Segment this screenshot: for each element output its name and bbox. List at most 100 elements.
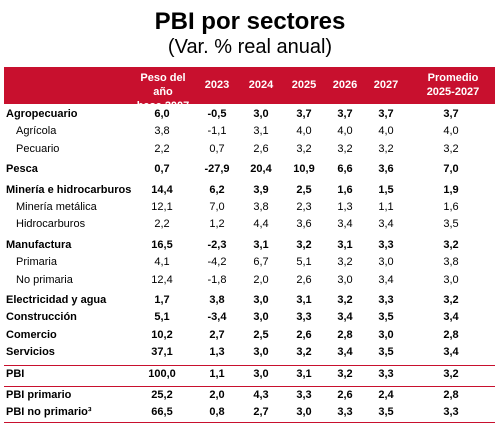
row-2024: 2,5 <box>253 328 269 341</box>
row-2027: 3,3 <box>378 293 394 306</box>
row-2026: 3,4 <box>337 311 353 324</box>
row-2024: 3,0 <box>253 346 269 359</box>
table-row: PBI no primario³ 66,5 0,8 2,7 3,0 3,3 3,… <box>4 404 495 421</box>
row-2026: 1,6 <box>337 183 353 196</box>
row-2024: 3,0 <box>253 293 269 306</box>
row-average: 3,7 <box>443 108 459 120</box>
row-weight: 6,0 <box>154 108 170 120</box>
row-label: Servicios <box>6 346 55 359</box>
table-row: Minería e hidrocarburos 14,4 6,2 3,9 2,5… <box>4 182 495 199</box>
table-header: Peso del año base 2007 2023 2024 2025 20… <box>4 67 495 112</box>
row-2023: -2,3 <box>207 238 227 251</box>
row-label: Manufactura <box>6 238 72 251</box>
row-weight: 66,5 <box>151 406 173 419</box>
table-row: Electricidad y agua 1,7 3,8 3,0 3,1 3,2 … <box>4 292 495 309</box>
row-2027: 3,4 <box>378 273 394 286</box>
table-title: PBI por sectores <box>154 8 346 35</box>
row-average: 3,2 <box>443 368 459 381</box>
table-row: Construcción 5,1 -3,4 3,0 3,3 3,4 3,5 3,… <box>4 309 495 326</box>
row-2023: 3,8 <box>209 293 225 306</box>
row-2025: 3,7 <box>296 108 312 120</box>
table-row: Primaria 4,1 -4,2 6,7 5,1 3,2 3,0 3,8 <box>4 254 495 271</box>
row-weight: 16,5 <box>151 238 173 251</box>
row-2027: 3,7 <box>378 108 394 120</box>
row-2023: 0,8 <box>209 406 225 419</box>
row-2025: 3,2 <box>296 346 312 359</box>
row-2024: 2,6 <box>253 142 269 155</box>
row-2024: 6,7 <box>253 256 269 269</box>
row-label: Electricidad y agua <box>6 293 107 306</box>
row-2027: 3,4 <box>378 218 394 231</box>
row-label: Comercio <box>6 328 57 341</box>
row-2025: 3,2 <box>296 142 312 155</box>
row-2024: 3,9 <box>253 183 269 196</box>
table-subtitle: (Var. % real anual) <box>167 36 333 58</box>
row-2023: -0,5 <box>207 108 227 120</box>
row-2023: -1,1 <box>207 125 227 138</box>
row-2026: 3,4 <box>337 346 353 359</box>
header-weight-line1: Peso del año <box>140 72 186 98</box>
row-2027: 1,1 <box>378 200 394 213</box>
row-2023: -1,8 <box>207 273 227 286</box>
row-2025: 3,3 <box>296 311 312 324</box>
row-weight: 2,2 <box>154 218 170 231</box>
row-average: 2,8 <box>443 388 459 401</box>
row-weight: 100,0 <box>148 368 176 381</box>
row-average: 2,8 <box>443 328 459 341</box>
row-label: Construcción <box>6 311 77 324</box>
row-2023: 1,1 <box>209 368 225 381</box>
row-average: 1,6 <box>443 200 459 213</box>
header-2024: 2024 <box>248 79 274 91</box>
row-2024: 2,7 <box>253 406 269 419</box>
table-row: Agropecuario 6,0 -0,5 3,0 3,7 3,7 3,7 3,… <box>4 106 495 123</box>
row-2026: 3,2 <box>337 142 353 155</box>
row-label: Hidrocarburos <box>16 218 86 231</box>
row-2024: 4,4 <box>253 218 269 231</box>
table-row: Pesca 0,7 -27,9 20,4 10,9 6,6 3,6 7,0 <box>4 161 495 178</box>
header-average: Promedio 2025-2027 <box>420 71 486 99</box>
row-2023: 7,0 <box>209 200 225 213</box>
row-label: Primaria <box>16 256 57 269</box>
row-weight: 25,2 <box>151 388 173 401</box>
row-weight: 1,7 <box>154 293 170 306</box>
row-2025: 5,1 <box>296 256 312 269</box>
row-label: Pecuario <box>16 142 60 155</box>
header-weight: Peso del año base 2007 <box>130 71 196 113</box>
row-2023: 1,3 <box>209 346 225 359</box>
table-body: Agropecuario 6,0 -0,5 3,0 3,7 3,7 3,7 3,… <box>4 104 495 423</box>
row-2024: 3,0 <box>253 311 269 324</box>
row-2026: 2,8 <box>337 328 353 341</box>
row-2026: 1,3 <box>337 200 353 213</box>
table-row: Servicios 37,1 1,3 3,0 3,2 3,4 3,5 3,4 <box>4 344 495 361</box>
header-average-line1: Promedio <box>427 72 479 84</box>
row-weight: 2,2 <box>154 142 170 155</box>
table-row: PBI primario 25,2 2,0 4,3 3,3 2,6 2,4 2,… <box>4 385 495 404</box>
row-2023: -4,2 <box>207 256 227 269</box>
row-2025: 4,0 <box>296 125 312 138</box>
row-weight: 10,2 <box>151 328 173 341</box>
row-2026: 3,4 <box>337 218 353 231</box>
row-average: 3,4 <box>443 346 459 359</box>
header-weight-line2: base 2007 <box>136 100 190 112</box>
row-weight: 3,8 <box>154 125 170 138</box>
row-2026: 3,2 <box>337 256 353 269</box>
row-label: Agropecuario <box>6 108 78 120</box>
row-2027: 4,0 <box>378 125 394 138</box>
header-2023: 2023 <box>204 79 230 91</box>
row-2023: 0,7 <box>209 142 225 155</box>
row-2025: 3,1 <box>296 293 312 306</box>
table-row: Manufactura 16,5 -2,3 3,1 3,2 3,1 3,3 3,… <box>4 237 495 254</box>
row-2024: 3,1 <box>253 238 269 251</box>
row-label: PBI no primario³ <box>6 406 92 419</box>
row-2027: 1,5 <box>378 183 394 196</box>
row-2026: 3,0 <box>337 273 353 286</box>
row-2025: 3,6 <box>296 218 312 231</box>
row-label: Agrícola <box>16 125 57 138</box>
row-2024: 2,0 <box>253 273 269 286</box>
row-average: 3,8 <box>443 256 459 269</box>
row-2025: 2,6 <box>296 328 312 341</box>
row-2026: 3,3 <box>337 406 353 419</box>
row-2023: -3,4 <box>207 311 227 324</box>
row-2026: 3,7 <box>337 108 353 120</box>
table-row: Comercio 10,2 2,7 2,5 2,6 2,8 3,0 2,8 <box>4 327 495 344</box>
